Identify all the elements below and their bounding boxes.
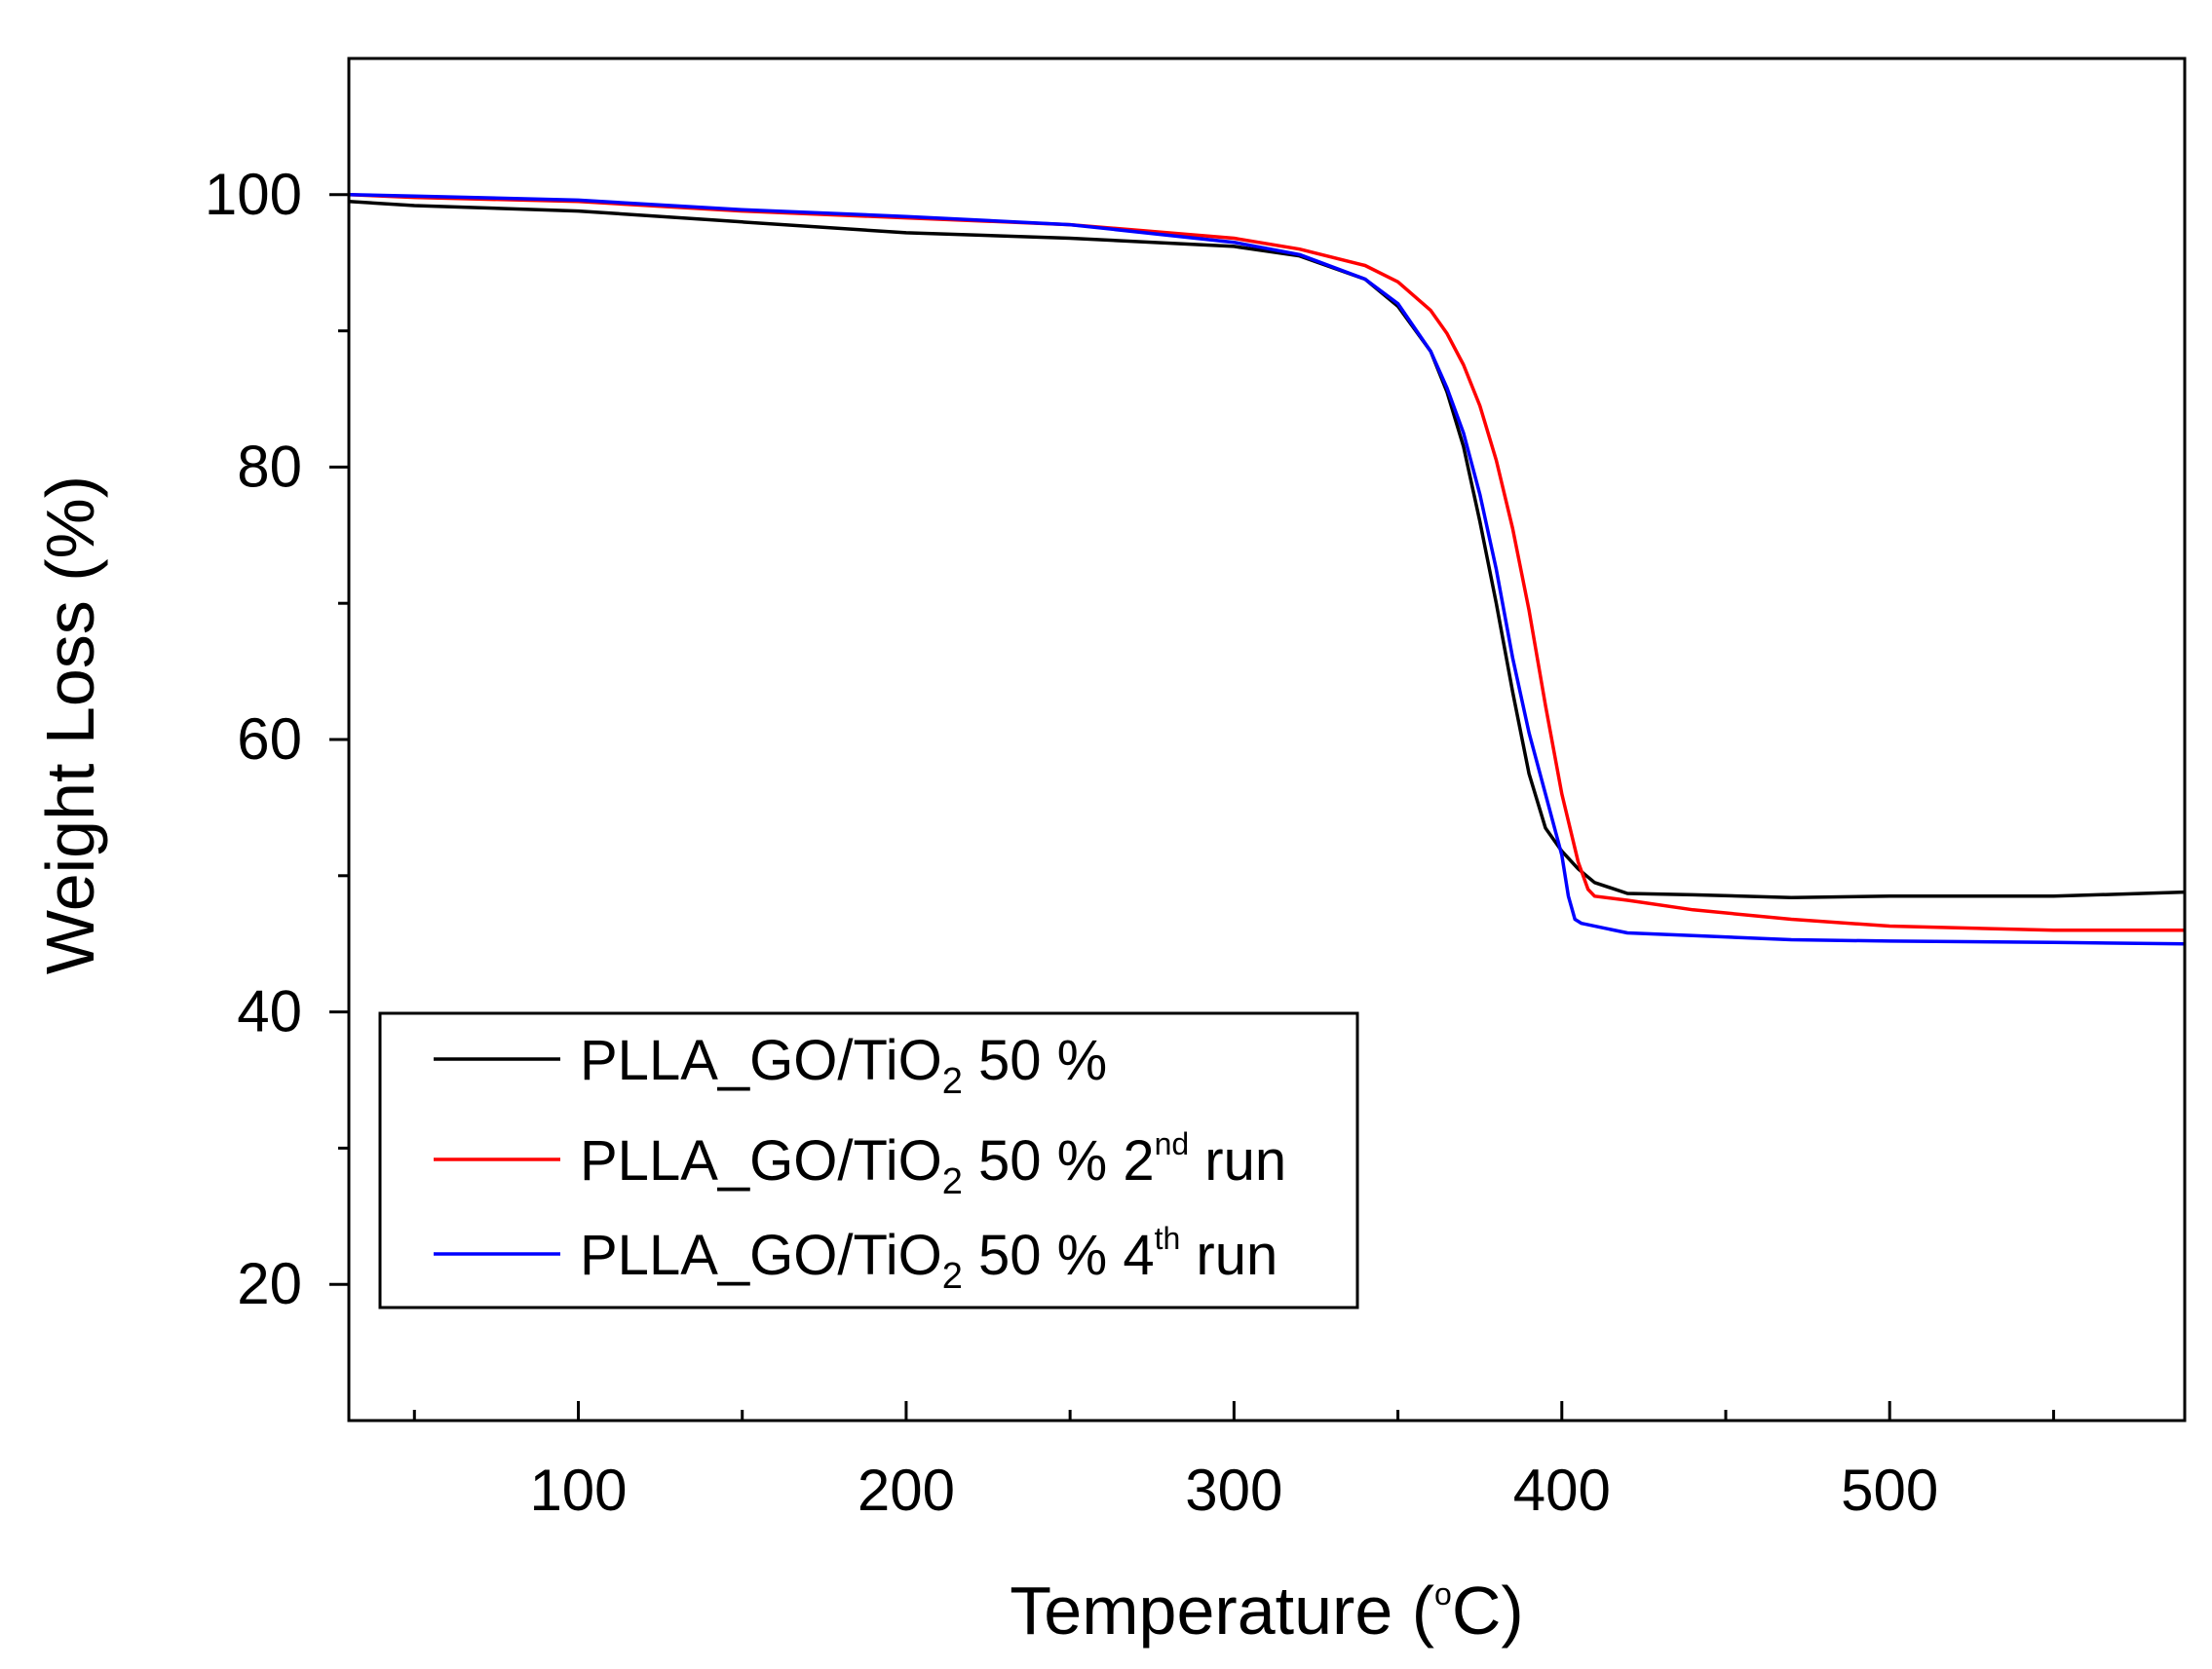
y-tick-label: 80: [237, 434, 302, 499]
legend-label-3: PLLA_GO/TiO2 50 % 4th run: [580, 1221, 1278, 1297]
ticks-layer: 100 200 300 400 500 20 40 60 80 100: [205, 162, 2055, 1523]
series-layer: [348, 193, 2186, 946]
x-tick-label: 400: [1513, 1458, 1611, 1523]
y-tick-label: 100: [205, 162, 302, 227]
legend: PLLA_GO/TiO2 50 % PLLA_GO/TiO2 50 % 2nd r…: [378, 1011, 1359, 1309]
y-tick-label: 20: [237, 1251, 302, 1316]
x-tick-label: 100: [529, 1458, 627, 1523]
plot-frame: [347, 57, 2187, 1422]
x-axis-title: Temperature (oC): [1010, 1573, 1523, 1649]
x-tick-label: 200: [858, 1458, 955, 1523]
y-tick-label: 40: [237, 979, 302, 1044]
series-line-3: [348, 193, 2186, 946]
y-tick-label: 60: [237, 706, 302, 772]
series-line-1: [348, 200, 2186, 899]
legend-label-1: PLLA_GO/TiO2 50 %: [580, 1029, 1107, 1102]
y-axis-title: Weight Loss (%): [32, 475, 108, 974]
x-tick-label: 500: [1841, 1458, 1938, 1523]
x-tick-label: 300: [1185, 1458, 1282, 1523]
legend-entries: PLLA_GO/TiO2 50 % PLLA_GO/TiO2 50 % 2nd r…: [434, 1029, 1286, 1297]
legend-label-2: PLLA_GO/TiO2 50 % 2nd run: [580, 1126, 1286, 1202]
